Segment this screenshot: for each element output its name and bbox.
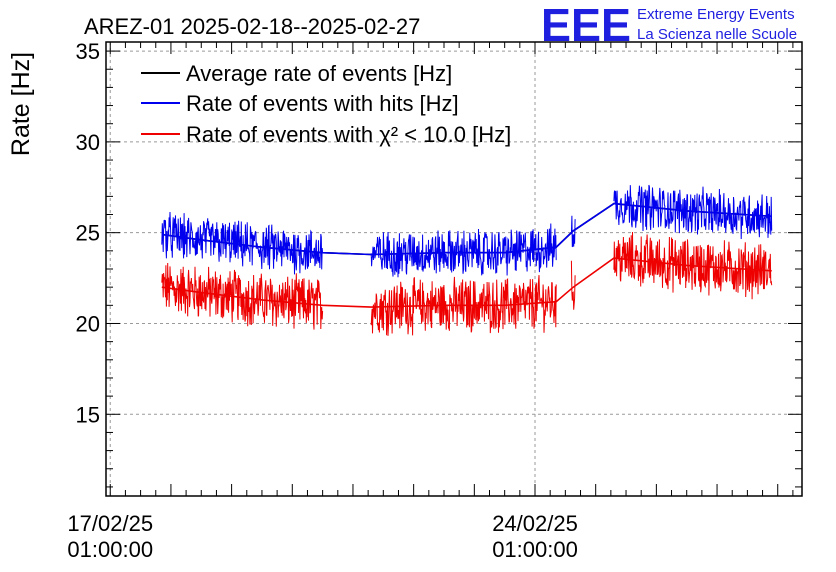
series-1-segment-2 [570, 215, 576, 248]
y-axis-label: Rate [Hz] [7, 52, 35, 156]
series-1-segment-0 [161, 211, 324, 275]
x-tick-label-date: 24/02/25 [492, 511, 578, 536]
x-tick-label-time: 01:00:00 [492, 537, 578, 562]
y-tick-label: 15 [76, 402, 100, 427]
series-1-segment-1 [370, 223, 557, 278]
legend: Average rate of events [Hz] Rate of event… [141, 61, 511, 147]
series-2-segment-2 [570, 260, 576, 310]
logo-line-2: La Scienza nelle Scuole [637, 26, 797, 43]
eee-logo: EEE Extreme Energy Events La Scienza nel… [541, 0, 797, 51]
y-tick-label: 20 [76, 311, 100, 336]
grid-lines [106, 42, 802, 496]
series-2-segment-0 [161, 262, 324, 330]
legend-label-0: Average rate of events [Hz] [186, 61, 452, 86]
logo-line-1: Extreme Energy Events [637, 6, 795, 23]
y-tick-label: 35 [76, 39, 100, 64]
series-1-segment-3 [613, 184, 773, 240]
x-tick-label-time: 01:00:00 [67, 537, 153, 562]
y-tick-label: 30 [76, 130, 100, 155]
plot-frame [105, 41, 803, 497]
series-2-segment-3 [613, 231, 773, 300]
legend-label-1: Rate of events with hits [Hz] [186, 91, 459, 116]
series-layer [161, 184, 773, 336]
chart-title: AREZ-01 2025-02-18--2025-02-27 [84, 14, 420, 39]
series-2-segment-1 [370, 275, 557, 336]
x-tick-label-date: 17/02/25 [67, 511, 153, 536]
logo-mark: EEE [541, 0, 631, 51]
axes: 152025303517/02/2501:00:0024/02/2501:00:… [67, 39, 803, 562]
legend-label-2: Rate of events with χ² < 10.0 [Hz] [186, 122, 511, 147]
y-tick-label: 25 [76, 221, 100, 246]
